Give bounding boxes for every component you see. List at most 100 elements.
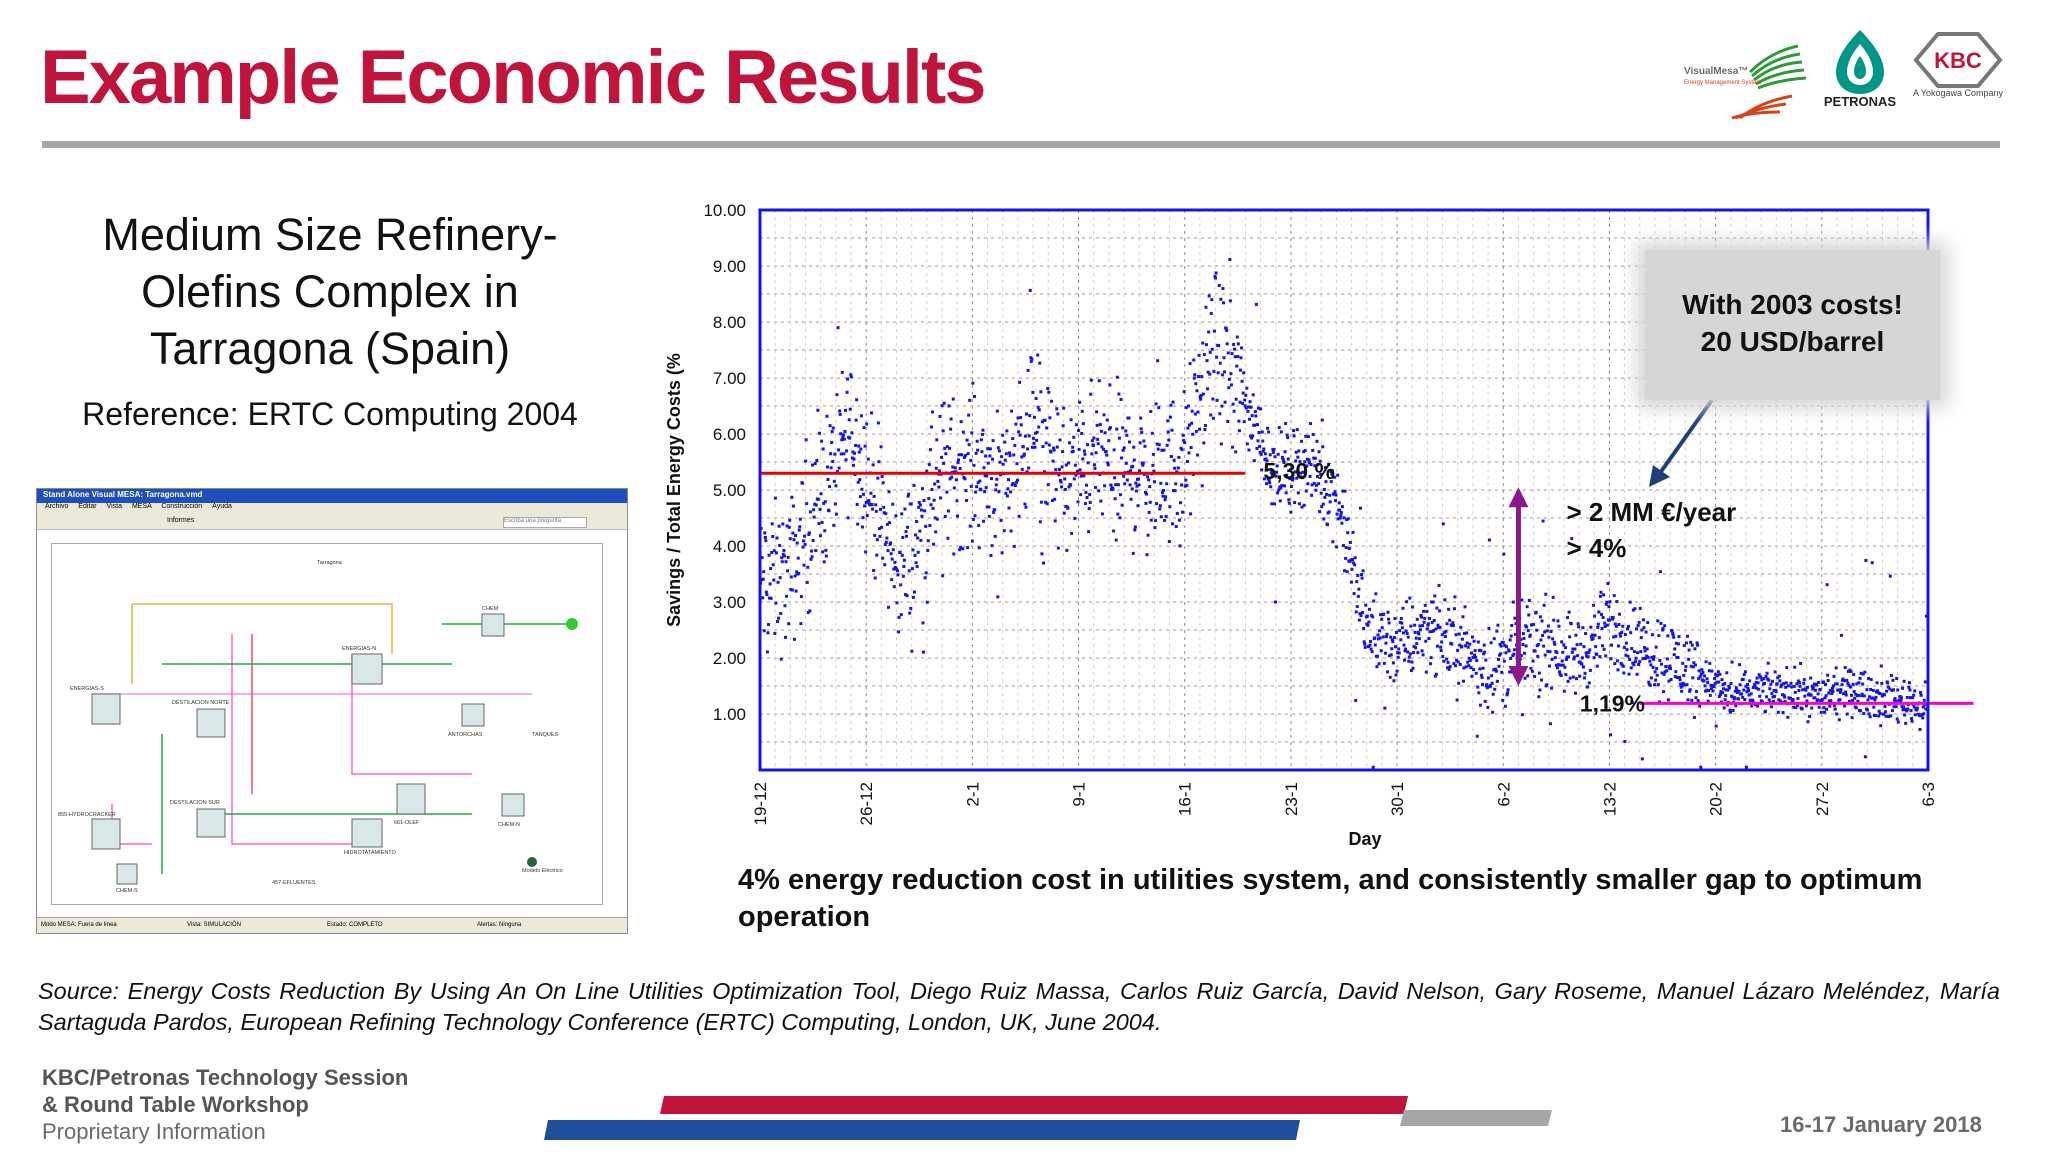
data-point bbox=[1332, 475, 1336, 479]
thumb-unit-label: Tarragona bbox=[317, 560, 343, 566]
data-point bbox=[989, 553, 993, 557]
data-point bbox=[1418, 628, 1422, 632]
data-point bbox=[1613, 662, 1617, 666]
data-point bbox=[1141, 463, 1145, 467]
data-point bbox=[974, 451, 978, 455]
data-point bbox=[1139, 427, 1143, 431]
data-point bbox=[770, 522, 774, 526]
data-point bbox=[1774, 690, 1778, 694]
data-point bbox=[1246, 405, 1250, 409]
data-point bbox=[1405, 631, 1409, 635]
data-point bbox=[793, 637, 797, 641]
kbc-logo-icon: KBC bbox=[1913, 32, 2003, 88]
data-point bbox=[1199, 394, 1203, 398]
data-point bbox=[1069, 483, 1073, 487]
data-point bbox=[1084, 490, 1088, 494]
data-point bbox=[1241, 401, 1245, 405]
data-point bbox=[1185, 483, 1189, 487]
data-point bbox=[788, 537, 792, 541]
data-point bbox=[1307, 461, 1311, 465]
data-point bbox=[804, 438, 808, 442]
data-point bbox=[1603, 624, 1607, 628]
data-point bbox=[1918, 727, 1922, 731]
data-point bbox=[1299, 475, 1303, 479]
data-point bbox=[955, 499, 959, 503]
data-point bbox=[881, 556, 885, 560]
data-point bbox=[1557, 624, 1561, 628]
data-point bbox=[1599, 590, 1603, 594]
data-point bbox=[1344, 556, 1348, 560]
data-point bbox=[877, 460, 881, 464]
data-point bbox=[1394, 673, 1398, 677]
data-point bbox=[1002, 529, 1006, 533]
data-point bbox=[1838, 698, 1842, 702]
data-point bbox=[1015, 478, 1019, 482]
visualmesa-logo-text: VisualMesa™ bbox=[1684, 66, 1749, 77]
data-point bbox=[1249, 405, 1253, 409]
data-point bbox=[960, 453, 964, 457]
data-point bbox=[1380, 626, 1384, 630]
data-point bbox=[1197, 375, 1201, 379]
data-point bbox=[1071, 449, 1075, 453]
y-tick-label: 1.00 bbox=[713, 705, 746, 724]
data-point bbox=[832, 479, 836, 483]
data-point bbox=[1336, 517, 1340, 521]
data-point bbox=[983, 490, 987, 494]
data-point bbox=[1719, 690, 1723, 694]
data-point bbox=[1593, 633, 1597, 637]
data-point bbox=[1396, 651, 1400, 655]
data-point bbox=[1028, 288, 1032, 292]
data-point bbox=[1270, 502, 1274, 506]
data-point bbox=[1398, 629, 1402, 633]
data-point bbox=[816, 408, 820, 412]
data-point bbox=[760, 578, 764, 582]
data-point bbox=[1262, 447, 1266, 451]
data-point bbox=[836, 470, 840, 474]
data-point bbox=[1139, 416, 1143, 420]
data-point bbox=[1510, 624, 1514, 628]
data-point bbox=[1057, 467, 1061, 471]
data-point bbox=[1291, 477, 1295, 481]
data-point bbox=[1758, 694, 1762, 698]
data-point bbox=[1755, 676, 1759, 680]
data-point bbox=[1498, 642, 1502, 646]
data-point bbox=[1871, 696, 1875, 700]
data-point bbox=[1032, 441, 1036, 445]
data-point bbox=[1044, 441, 1048, 445]
data-point bbox=[775, 536, 779, 540]
data-point bbox=[1595, 664, 1599, 668]
data-point bbox=[834, 512, 838, 516]
data-point bbox=[1502, 552, 1506, 556]
data-point bbox=[1425, 627, 1429, 631]
data-point bbox=[1566, 679, 1570, 683]
data-point bbox=[1879, 664, 1883, 668]
data-point bbox=[1776, 676, 1780, 680]
data-point bbox=[1080, 409, 1084, 413]
data-point bbox=[1824, 682, 1828, 686]
data-point bbox=[1358, 612, 1362, 616]
thumb-status-item: Vista: SIMULACIÓN bbox=[187, 922, 241, 928]
data-point bbox=[992, 510, 996, 514]
data-point bbox=[1029, 359, 1033, 363]
data-point bbox=[1896, 688, 1900, 692]
data-point bbox=[1553, 656, 1557, 660]
data-point bbox=[969, 458, 973, 462]
data-point bbox=[1177, 518, 1181, 522]
data-point bbox=[1236, 342, 1240, 346]
data-point bbox=[1229, 372, 1233, 376]
data-point bbox=[1912, 693, 1916, 697]
data-point bbox=[1113, 476, 1117, 480]
data-point bbox=[1151, 463, 1155, 467]
data-point bbox=[895, 601, 899, 605]
data-point bbox=[1227, 386, 1231, 390]
data-point bbox=[1895, 717, 1899, 721]
data-point bbox=[837, 466, 841, 470]
data-point bbox=[1805, 685, 1809, 689]
data-point bbox=[1453, 595, 1457, 599]
data-point bbox=[1314, 483, 1318, 487]
data-point bbox=[779, 611, 783, 615]
data-point bbox=[1691, 676, 1695, 680]
data-point bbox=[1862, 694, 1866, 698]
data-point bbox=[1298, 471, 1302, 475]
data-point bbox=[985, 505, 989, 509]
